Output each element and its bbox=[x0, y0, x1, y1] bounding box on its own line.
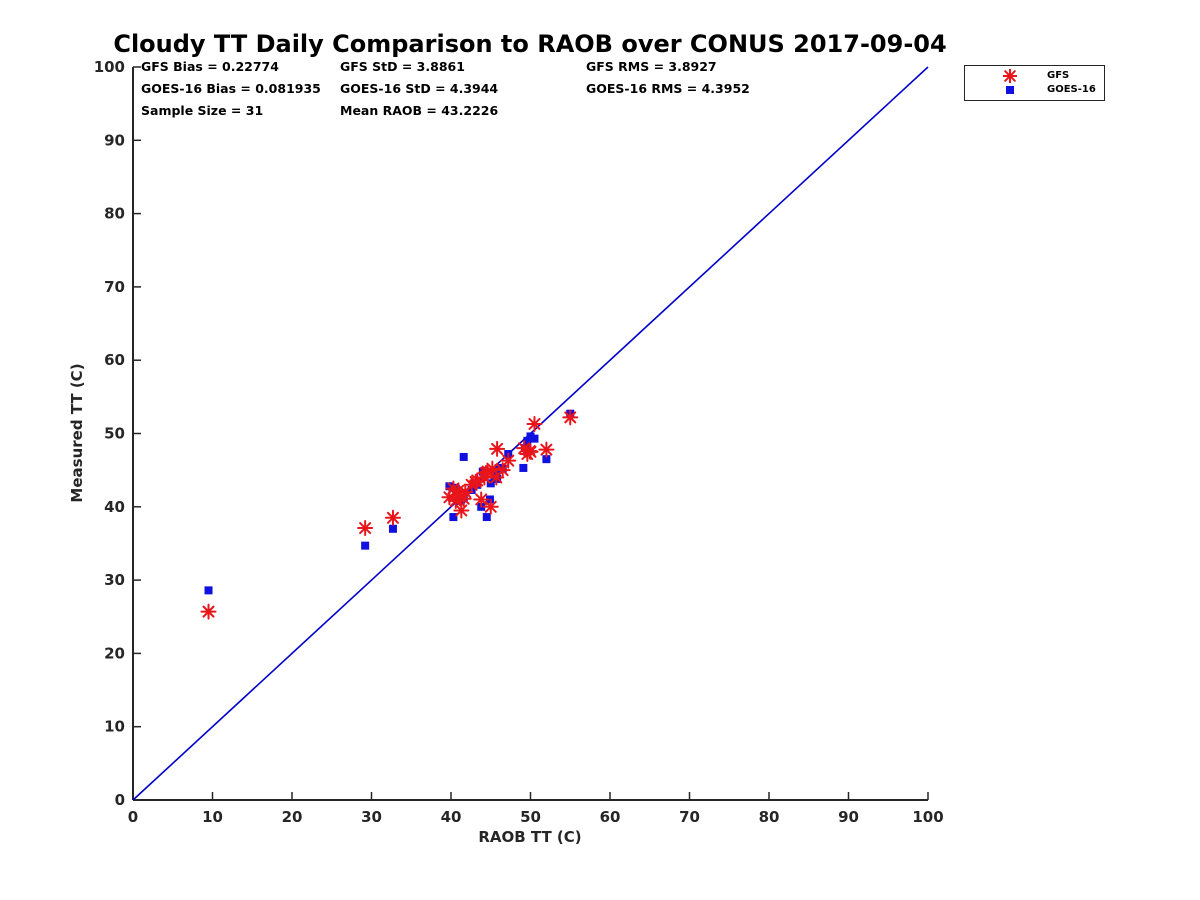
gfs-rms-stat: GFS RMS = 3.8927 bbox=[586, 59, 717, 74]
x-tick-label: 50 bbox=[520, 808, 541, 826]
gfs-point bbox=[521, 443, 538, 460]
legend-item-goes16: GOES-16 bbox=[965, 83, 1104, 97]
legend: GFS GOES-16 bbox=[964, 65, 1105, 101]
square-marker-icon bbox=[1006, 86, 1014, 94]
gfs-point bbox=[526, 415, 543, 432]
goes16-point bbox=[530, 434, 539, 443]
x-tick-label: 0 bbox=[128, 808, 138, 826]
x-tick-label: 30 bbox=[361, 808, 382, 826]
x-tick-label: 100 bbox=[912, 808, 943, 826]
gfs-point bbox=[477, 465, 494, 482]
gfs-point bbox=[562, 409, 579, 426]
gfs-point bbox=[455, 490, 472, 507]
goes16-point bbox=[204, 586, 213, 595]
points-layer bbox=[200, 409, 579, 620]
y-tick-label: 90 bbox=[104, 131, 125, 149]
goes16-rms-stat: GOES-16 RMS = 4.3952 bbox=[586, 81, 750, 96]
x-tick-label: 90 bbox=[838, 808, 859, 826]
x-tick-label: 40 bbox=[441, 808, 462, 826]
y-tick-label: 10 bbox=[104, 718, 125, 736]
y-tick-label: 40 bbox=[104, 498, 125, 516]
y-tick-label: 0 bbox=[115, 791, 125, 809]
goes16-point bbox=[523, 436, 532, 445]
gfs-point bbox=[357, 520, 374, 537]
y-tick-label: 20 bbox=[104, 644, 125, 662]
x-tick-label: 70 bbox=[679, 808, 700, 826]
goes16-bias-stat: GOES-16 Bias = 0.081935 bbox=[141, 81, 321, 96]
gfs-point bbox=[467, 473, 484, 490]
gfs-point bbox=[489, 440, 506, 457]
gfs-std-stat: GFS StD = 3.8861 bbox=[340, 59, 465, 74]
y-tick-label: 80 bbox=[104, 205, 125, 223]
goes16-point bbox=[482, 513, 491, 522]
gfs-bias-stat: GFS Bias = 0.22774 bbox=[141, 59, 279, 74]
axes: 0 10 20 30 40 50 60 70 80 90 100 0 10 20 30 40 50 60 70 80 9… bbox=[94, 58, 944, 826]
goes16-std-stat: GOES-16 StD = 4.3944 bbox=[340, 81, 499, 96]
gfs-point bbox=[453, 502, 470, 519]
legend-label-goes16: GOES-16 bbox=[1047, 84, 1096, 95]
y-tick-label: 100 bbox=[94, 58, 125, 76]
gfs-point bbox=[384, 509, 401, 526]
x-tick-label: 60 bbox=[600, 808, 621, 826]
legend-item-gfs: GFS bbox=[965, 69, 1104, 83]
y-tick-label: 70 bbox=[104, 278, 125, 296]
gfs-point bbox=[200, 603, 217, 620]
x-tick-label: 20 bbox=[282, 808, 303, 826]
gfs-point bbox=[482, 498, 499, 515]
goes16-point bbox=[519, 463, 528, 472]
chart-title: Cloudy TT Daily Comparison to RAOB over … bbox=[113, 30, 947, 58]
y-axis-label: Measured TT (C) bbox=[68, 363, 86, 502]
y-tick-label: 60 bbox=[104, 351, 125, 369]
mean-raob-stat: Mean RAOB = 43.2226 bbox=[340, 103, 499, 118]
goes16-point bbox=[486, 479, 495, 488]
gfs-point bbox=[500, 452, 517, 469]
x-axis-label: RAOB TT (C) bbox=[478, 828, 581, 846]
legend-label-gfs: GFS bbox=[1047, 70, 1070, 81]
goes16-point bbox=[459, 452, 468, 461]
gfs-point bbox=[538, 441, 555, 458]
goes16-point bbox=[361, 541, 370, 550]
gfs-point bbox=[473, 491, 490, 508]
goes16-point bbox=[388, 524, 397, 533]
y-tick-label: 30 bbox=[104, 571, 125, 589]
goes16-point bbox=[449, 513, 458, 522]
x-tick-label: 10 bbox=[202, 808, 223, 826]
x-tick-label: 80 bbox=[759, 808, 780, 826]
goes16-point bbox=[542, 455, 551, 464]
y-tick-label: 50 bbox=[104, 425, 125, 443]
gfs-point bbox=[450, 482, 467, 499]
sample-size-stat: Sample Size = 31 bbox=[141, 103, 264, 118]
asterisk-marker-icon bbox=[1003, 69, 1017, 83]
